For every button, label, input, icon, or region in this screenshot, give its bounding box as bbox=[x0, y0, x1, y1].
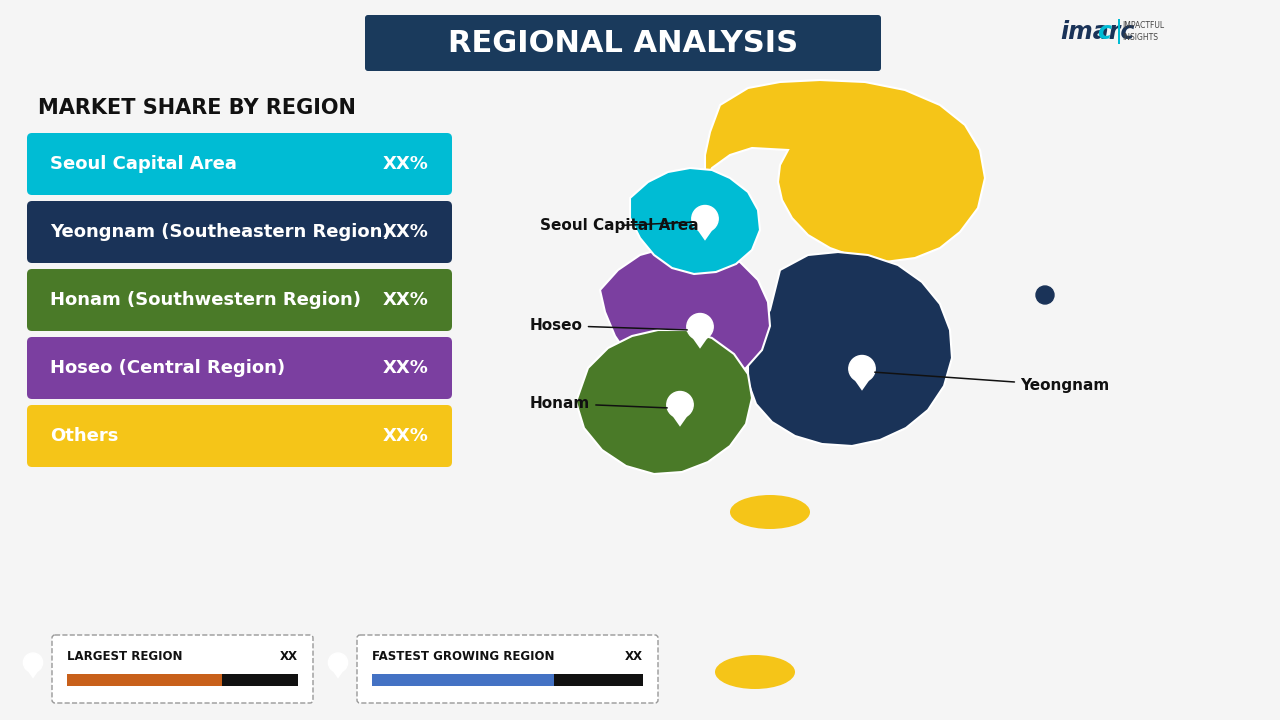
Text: Yeongnam (Southeastern Region): Yeongnam (Southeastern Region) bbox=[50, 223, 390, 241]
FancyBboxPatch shape bbox=[365, 15, 881, 71]
Text: Others: Others bbox=[50, 427, 118, 445]
FancyBboxPatch shape bbox=[27, 201, 452, 263]
Polygon shape bbox=[852, 377, 872, 391]
FancyBboxPatch shape bbox=[27, 269, 452, 331]
Polygon shape bbox=[332, 669, 344, 678]
Text: imarc: imarc bbox=[1060, 20, 1134, 44]
Text: INSIGHTS: INSIGHTS bbox=[1123, 32, 1158, 42]
Polygon shape bbox=[630, 168, 760, 274]
Polygon shape bbox=[671, 413, 689, 427]
FancyBboxPatch shape bbox=[372, 674, 553, 686]
Text: LARGEST REGION: LARGEST REGION bbox=[67, 649, 183, 662]
Text: FASTEST GROWING REGION: FASTEST GROWING REGION bbox=[372, 649, 554, 662]
Text: Hoseo (Central Region): Hoseo (Central Region) bbox=[50, 359, 285, 377]
FancyBboxPatch shape bbox=[27, 133, 452, 195]
Polygon shape bbox=[27, 669, 40, 678]
Text: XX: XX bbox=[280, 649, 298, 662]
FancyBboxPatch shape bbox=[27, 337, 452, 399]
Text: XX%: XX% bbox=[383, 223, 429, 241]
Text: c: c bbox=[1097, 20, 1111, 44]
Polygon shape bbox=[600, 246, 771, 386]
Text: Seoul Capital Area: Seoul Capital Area bbox=[50, 155, 237, 173]
Circle shape bbox=[691, 205, 718, 232]
Circle shape bbox=[23, 653, 42, 672]
Text: XX%: XX% bbox=[383, 359, 429, 377]
Circle shape bbox=[1036, 286, 1053, 304]
Text: XX%: XX% bbox=[383, 427, 429, 445]
Text: Yeongnam: Yeongnam bbox=[874, 372, 1110, 393]
FancyBboxPatch shape bbox=[357, 635, 658, 703]
Text: XX%: XX% bbox=[383, 291, 429, 309]
Circle shape bbox=[849, 356, 876, 382]
Polygon shape bbox=[705, 80, 986, 262]
Text: Hoseo: Hoseo bbox=[530, 318, 687, 333]
Text: Seoul Capital Area: Seoul Capital Area bbox=[540, 218, 699, 233]
FancyBboxPatch shape bbox=[553, 674, 643, 686]
Polygon shape bbox=[576, 330, 753, 474]
FancyBboxPatch shape bbox=[27, 405, 452, 467]
Ellipse shape bbox=[730, 495, 810, 529]
Text: XX%: XX% bbox=[383, 155, 429, 173]
Text: |: | bbox=[1115, 19, 1123, 45]
FancyBboxPatch shape bbox=[52, 635, 314, 703]
FancyBboxPatch shape bbox=[67, 674, 221, 686]
Polygon shape bbox=[691, 336, 709, 348]
Ellipse shape bbox=[716, 655, 795, 689]
Circle shape bbox=[329, 653, 348, 672]
Circle shape bbox=[687, 313, 713, 340]
Text: Honam (Southwestern Region): Honam (Southwestern Region) bbox=[50, 291, 361, 309]
Polygon shape bbox=[696, 228, 714, 240]
Text: Honam: Honam bbox=[530, 396, 667, 411]
Text: IMPACTFUL: IMPACTFUL bbox=[1123, 22, 1164, 30]
Circle shape bbox=[667, 392, 694, 418]
Text: REGIONAL ANALYSIS: REGIONAL ANALYSIS bbox=[448, 29, 797, 58]
Text: MARKET SHARE BY REGION: MARKET SHARE BY REGION bbox=[38, 98, 356, 118]
Text: XX: XX bbox=[625, 649, 643, 662]
FancyBboxPatch shape bbox=[221, 674, 298, 686]
Polygon shape bbox=[748, 252, 952, 446]
